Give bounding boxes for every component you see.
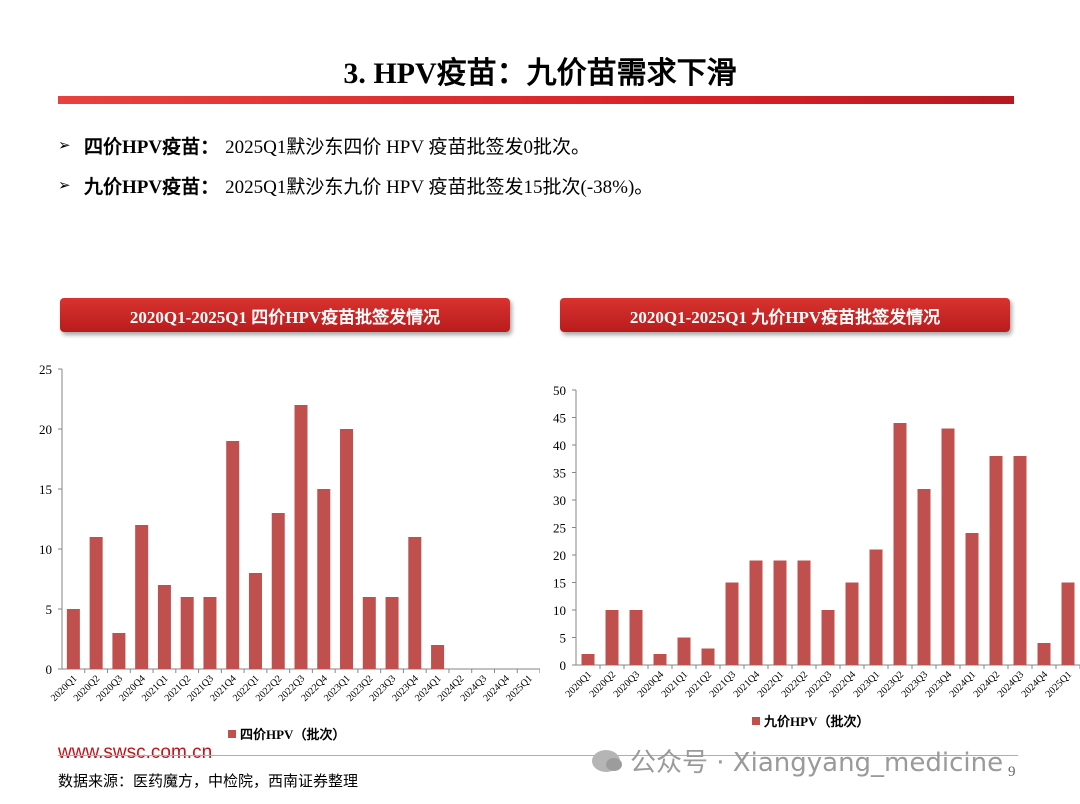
bar bbox=[362, 597, 376, 669]
bar bbox=[581, 654, 595, 665]
bar bbox=[89, 537, 103, 669]
y-tick-label: 5 bbox=[46, 602, 53, 617]
bar bbox=[965, 533, 979, 665]
y-tick-label: 20 bbox=[553, 548, 566, 563]
bar bbox=[941, 428, 955, 665]
bar bbox=[248, 573, 262, 669]
bullet-label: 四价HPV疫苗： bbox=[84, 137, 220, 158]
bar bbox=[271, 513, 285, 669]
y-tick-label: 10 bbox=[553, 603, 566, 618]
bar bbox=[317, 489, 331, 669]
bar bbox=[605, 610, 619, 665]
y-tick-label: 25 bbox=[39, 362, 52, 377]
bar bbox=[112, 633, 126, 669]
y-tick-label: 45 bbox=[553, 411, 566, 426]
bar bbox=[701, 648, 715, 665]
bar bbox=[180, 597, 194, 669]
legend-swatch bbox=[752, 717, 760, 725]
bar bbox=[1013, 456, 1027, 665]
y-tick-label: 5 bbox=[560, 631, 567, 646]
arrow-icon: ➢ bbox=[58, 178, 71, 194]
arrow-icon: ➢ bbox=[58, 138, 71, 154]
bar bbox=[989, 456, 1003, 665]
y-tick-label: 15 bbox=[553, 576, 566, 591]
chart2-title: 2020Q1-2025Q1 九价HPV疫苗批签发情况 bbox=[560, 298, 1010, 332]
chart1-title: 2020Q1-2025Q1 四价HPV疫苗批签发情况 bbox=[60, 298, 510, 332]
y-tick-label: 20 bbox=[39, 422, 52, 437]
bar bbox=[869, 549, 883, 665]
bar bbox=[66, 609, 80, 669]
legend-label: 四价HPV（批次） bbox=[240, 727, 345, 742]
bar bbox=[203, 597, 217, 669]
bar bbox=[677, 637, 691, 665]
y-tick-label: 15 bbox=[39, 482, 52, 497]
bullet-nonavalent: ➢ 九价HPV疫苗： 2025Q1默沙东九价 HPV 疫苗批签发15批次(-38… bbox=[58, 172, 653, 199]
bar bbox=[1061, 582, 1075, 665]
wechat-icon bbox=[592, 749, 622, 772]
bar bbox=[135, 525, 149, 669]
legend-label: 九价HPV（批次） bbox=[763, 714, 869, 729]
y-tick-label: 50 bbox=[553, 383, 566, 398]
title-divider bbox=[58, 96, 1014, 104]
watermark: 公众号 · Xiangyang_medicine bbox=[592, 742, 1003, 779]
bar bbox=[340, 429, 354, 669]
chart-nonavalent: 051015202530354045502020Q12020Q22020Q320… bbox=[553, 383, 1080, 729]
bar bbox=[845, 582, 859, 665]
bar bbox=[226, 441, 240, 669]
bar bbox=[294, 405, 308, 669]
y-tick-label: 0 bbox=[560, 658, 567, 673]
x-tick-label: 2025Q1 bbox=[1044, 669, 1075, 700]
footer-url[interactable]: www.swsc.com.cn bbox=[58, 742, 213, 763]
bar bbox=[385, 597, 399, 669]
y-tick-label: 40 bbox=[553, 438, 566, 453]
bar bbox=[431, 645, 445, 669]
bar bbox=[1037, 643, 1051, 665]
bar bbox=[821, 610, 835, 665]
bullet-text: 2025Q1默沙东九价 HPV 疫苗批签发15批次(-38%)。 bbox=[225, 177, 654, 198]
bar bbox=[629, 610, 643, 665]
legend-swatch bbox=[228, 730, 236, 738]
bar bbox=[749, 560, 763, 665]
y-tick-label: 35 bbox=[553, 466, 566, 481]
bar bbox=[157, 585, 171, 669]
page-title: 3. HPV疫苗：九价苗需求下滑 bbox=[343, 57, 737, 90]
watermark-text: 公众号 · Xiangyang_medicine bbox=[630, 748, 1004, 778]
bar bbox=[725, 582, 739, 665]
y-tick-label: 30 bbox=[553, 493, 566, 508]
bar bbox=[773, 560, 787, 665]
bar bbox=[893, 423, 907, 665]
y-tick-label: 25 bbox=[553, 521, 566, 536]
bar bbox=[653, 654, 667, 665]
footer-source: 数据来源：医药魔方，中检院，西南证券整理 bbox=[58, 772, 359, 790]
y-tick-label: 0 bbox=[46, 662, 53, 677]
page-number: 9 bbox=[1008, 764, 1016, 780]
y-tick-label: 10 bbox=[39, 542, 52, 557]
bar bbox=[917, 489, 931, 665]
bar bbox=[408, 537, 422, 669]
bar bbox=[797, 560, 811, 665]
footer-divider bbox=[58, 755, 1018, 756]
bullet-quadrivalent: ➢ 四价HPV疫苗： 2025Q1默沙东四价 HPV 疫苗批签发0批次。 bbox=[58, 132, 590, 159]
chart-quadrivalent: 05101520252020Q12020Q22020Q32020Q42021Q1… bbox=[39, 362, 540, 742]
bullet-text: 2025Q1默沙东四价 HPV 疫苗批签发0批次。 bbox=[225, 137, 590, 158]
bullet-label: 九价HPV疫苗： bbox=[84, 177, 220, 198]
